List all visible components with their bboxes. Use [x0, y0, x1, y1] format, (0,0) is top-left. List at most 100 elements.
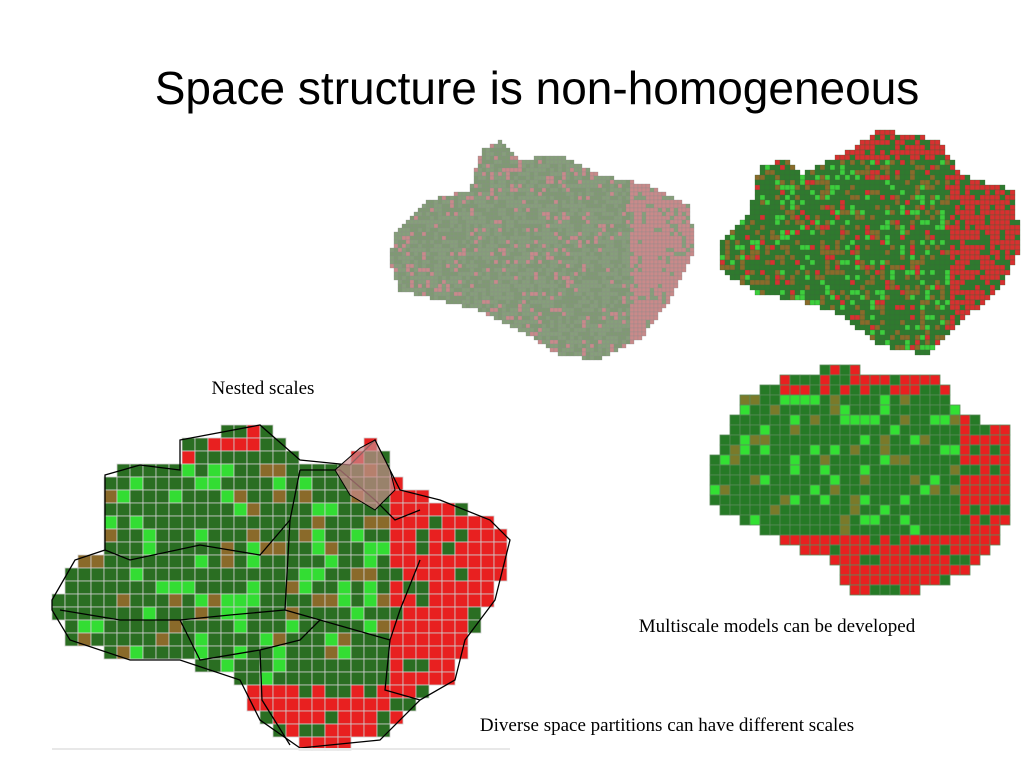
- map-cell: [769, 289, 776, 296]
- map-cell: [561, 335, 567, 341]
- map-cell: [779, 174, 786, 181]
- map-cell: [581, 263, 587, 269]
- map-cell: [577, 339, 583, 345]
- map-cell: [879, 564, 891, 576]
- map-cell: [557, 279, 563, 285]
- map-cell: [533, 267, 539, 273]
- map-cell: [879, 464, 891, 476]
- map-cell: [794, 214, 801, 221]
- map-cell: [545, 191, 551, 197]
- map-cell: [834, 219, 841, 226]
- map-cell: [904, 314, 911, 321]
- map-cell: [665, 207, 671, 213]
- map-cell: [581, 231, 587, 237]
- map-cell: [589, 183, 595, 189]
- map-cell: [453, 235, 459, 241]
- map-cell: [641, 183, 647, 189]
- map-cell: [954, 294, 961, 301]
- map-cell: [657, 275, 663, 281]
- map-cell: [617, 323, 623, 329]
- map-cell: [819, 234, 826, 241]
- map-cell: [939, 249, 946, 256]
- map-cell: [809, 444, 821, 456]
- map-cell: [581, 311, 587, 317]
- map-cell: [453, 227, 459, 233]
- map-cell: [517, 171, 523, 177]
- map-cell: [505, 159, 511, 165]
- map-cell: [849, 184, 856, 191]
- map-cell: [681, 263, 687, 269]
- map-cell: [601, 211, 607, 217]
- map-cell: [569, 159, 575, 165]
- map-cell: [969, 269, 976, 276]
- map-cell: [441, 279, 447, 285]
- map-cell: [493, 279, 499, 285]
- map-cell: [641, 279, 647, 285]
- map-cell: [979, 544, 991, 556]
- map-cell: [553, 175, 559, 181]
- map-cell: [549, 175, 555, 181]
- map-cell: [473, 295, 479, 301]
- map-cell: [465, 287, 471, 293]
- map-cell: [804, 229, 811, 236]
- map-cell: [784, 284, 791, 291]
- map-cell: [465, 259, 471, 265]
- map-cell: [869, 334, 876, 341]
- map-cell: [665, 219, 671, 225]
- map-cell: [449, 227, 455, 233]
- map-cell: [729, 494, 741, 506]
- map-cell: [589, 271, 595, 277]
- map-cell: [625, 191, 631, 197]
- map-cell: [581, 351, 587, 357]
- map-cell: [393, 275, 399, 281]
- map-cell: [899, 414, 911, 426]
- map-cell: [621, 331, 627, 337]
- map-cell: [597, 343, 603, 349]
- map-cell: [625, 287, 631, 293]
- map-cell: [617, 335, 623, 341]
- map-cell: [939, 234, 946, 241]
- map-cell: [709, 474, 721, 486]
- map-cell: [485, 199, 491, 205]
- map-cell: [585, 327, 591, 333]
- map-cell: [505, 303, 511, 309]
- map-cell: [621, 307, 627, 313]
- map-cell: [649, 207, 655, 213]
- map-cell: [545, 243, 551, 249]
- map-cell: [449, 255, 455, 261]
- map-cell: [899, 279, 906, 286]
- map-cell: [481, 239, 487, 245]
- map-cell: [769, 174, 776, 181]
- map-cell: [593, 171, 599, 177]
- map-cell: [769, 184, 776, 191]
- map-cell: [581, 203, 587, 209]
- map-cell: [469, 299, 475, 305]
- map-cell: [553, 299, 559, 305]
- map-cell: [729, 454, 741, 466]
- map-cell: [405, 251, 411, 257]
- map-cell: [537, 179, 543, 185]
- map-cell: [649, 275, 655, 281]
- map-cell: [525, 311, 531, 317]
- map-cell: [889, 474, 901, 486]
- map-cell: [754, 254, 761, 261]
- map-cell: [653, 279, 659, 285]
- map-cell: [489, 295, 495, 301]
- map-cell: [657, 291, 663, 297]
- map-cell: [989, 274, 996, 281]
- map-cell: [565, 235, 571, 241]
- map-cell: [939, 284, 946, 291]
- map-cell: [969, 229, 976, 236]
- map-cell: [829, 444, 841, 456]
- map-cell: [517, 327, 523, 333]
- map-cell: [569, 231, 575, 237]
- map-cell: [585, 275, 591, 281]
- map-cell: [904, 139, 911, 146]
- map-cell: [1014, 244, 1021, 251]
- map-cell: [617, 299, 623, 305]
- map-cell: [669, 291, 675, 297]
- map-cell: [829, 404, 841, 416]
- map-cell: [934, 289, 941, 296]
- map-cell: [864, 144, 871, 151]
- map-cell: [493, 207, 499, 213]
